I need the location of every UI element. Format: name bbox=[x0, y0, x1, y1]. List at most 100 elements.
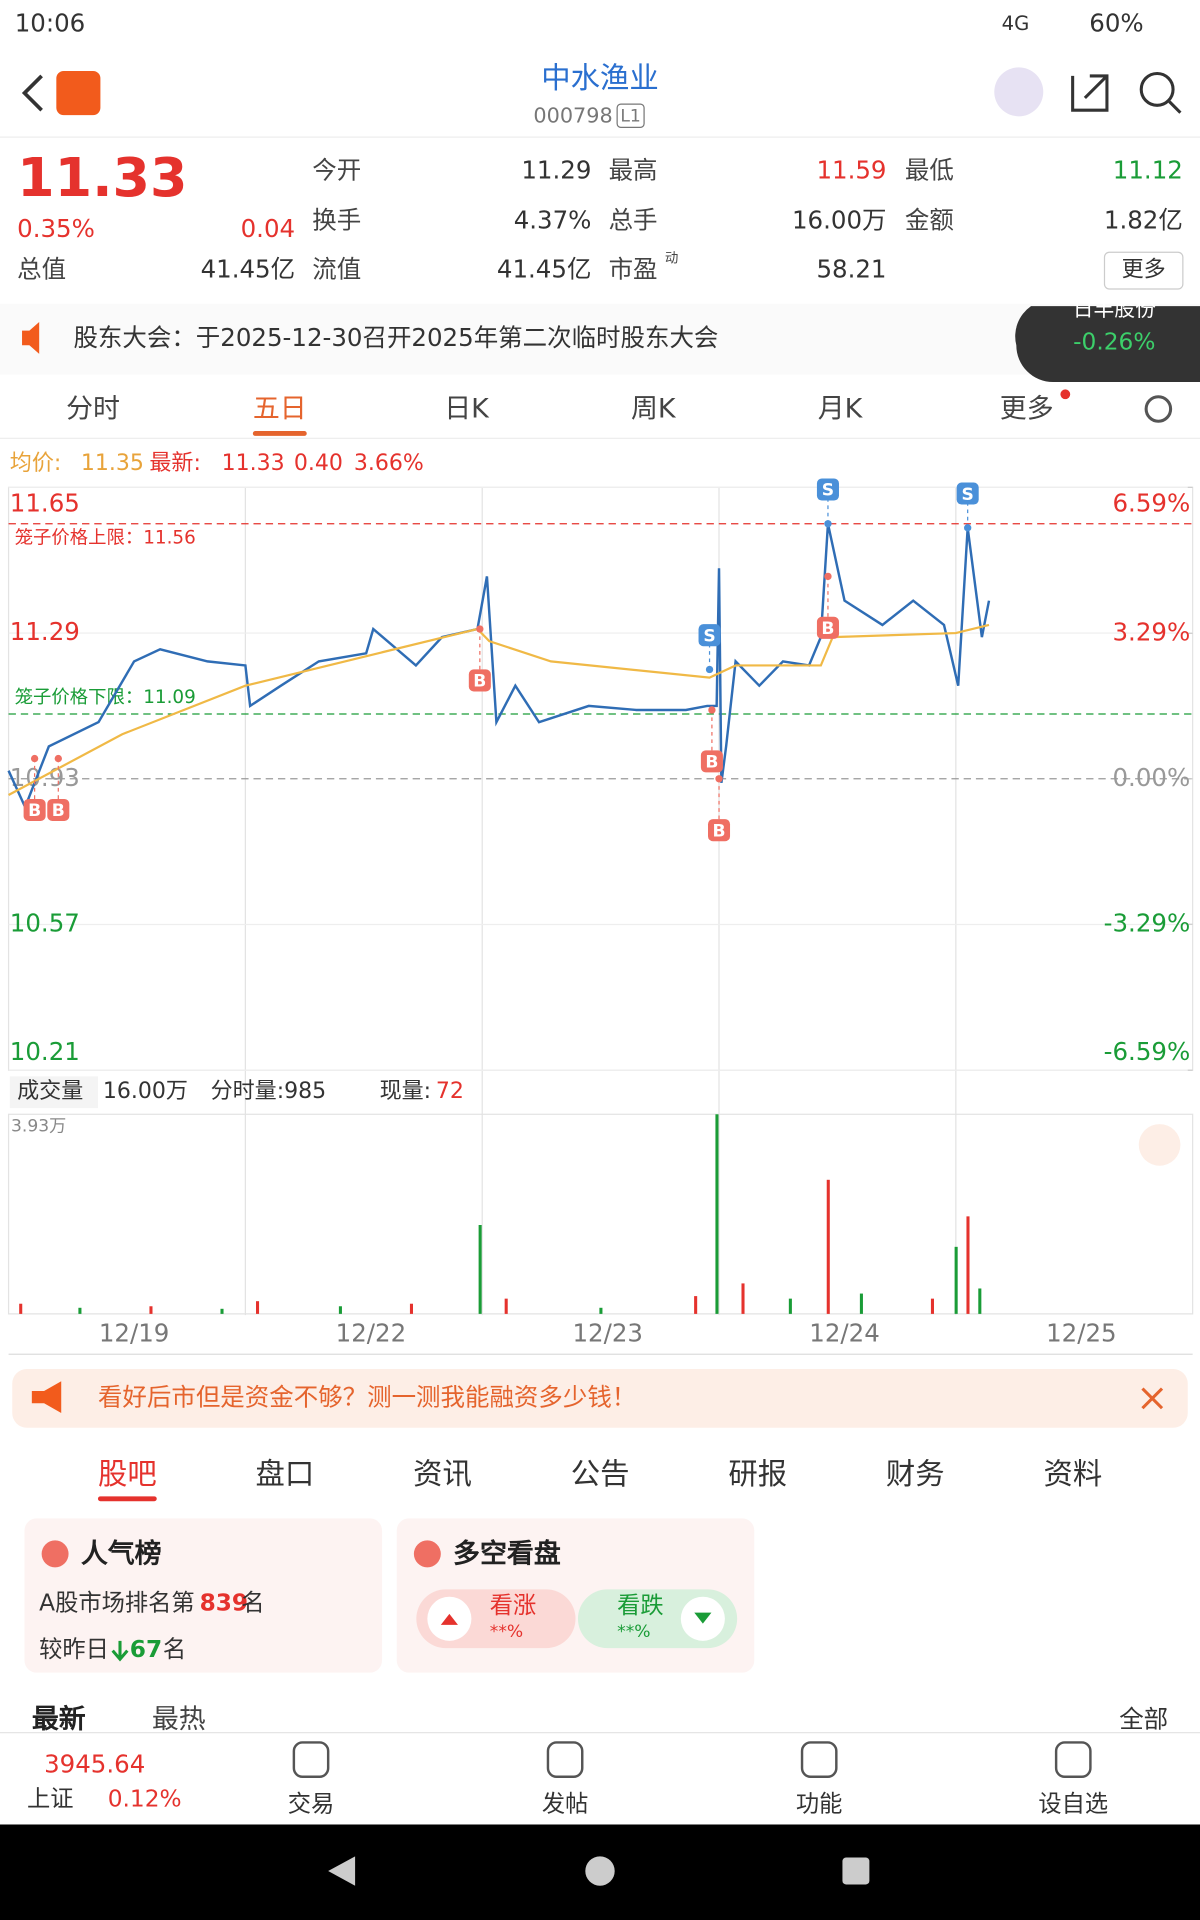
y-tick-label: 11.29 bbox=[10, 617, 80, 646]
y2-tick-label: 6.59% bbox=[1112, 488, 1190, 517]
y-tick-label: 11.65 bbox=[10, 488, 80, 517]
ad-banner[interactable] bbox=[12, 1368, 1188, 1428]
badge: L1 bbox=[620, 106, 640, 126]
section-tab: 财务 bbox=[886, 1457, 945, 1491]
section-tab: 研报 bbox=[728, 1457, 787, 1491]
now-volume: 72 bbox=[436, 1079, 464, 1104]
stock-code: 000798 bbox=[533, 103, 612, 127]
field-value: 58.21 bbox=[816, 255, 886, 284]
trade-label: S bbox=[822, 481, 834, 501]
chart-tab: 周K bbox=[631, 394, 677, 425]
volume-bar bbox=[220, 1308, 224, 1314]
ad-icon bbox=[31, 1381, 62, 1414]
trade-badge bbox=[816, 478, 839, 501]
assistant-icon[interactable] bbox=[994, 67, 1044, 117]
notice-text: 股东大会：于2025-12-30召开2025年第二次临时股东大会 bbox=[73, 323, 718, 352]
nav-icon bbox=[1054, 1741, 1092, 1778]
nav-label: 发帖 bbox=[542, 1790, 589, 1817]
volume-bar bbox=[930, 1298, 934, 1314]
filter-hottest: 最热 bbox=[152, 1704, 206, 1735]
field-value: 11.59 bbox=[816, 155, 886, 184]
trade-badge bbox=[47, 798, 70, 821]
price-line bbox=[7, 523, 991, 811]
search-icon[interactable] bbox=[1139, 71, 1175, 107]
nav-icon bbox=[800, 1741, 838, 1778]
back-icon[interactable] bbox=[21, 74, 43, 112]
recent-button[interactable] bbox=[842, 1857, 870, 1885]
percent: 0.35% bbox=[17, 214, 95, 243]
rank-text: A股市场排名第 bbox=[39, 1590, 194, 1617]
field-value: 16.00万 bbox=[792, 206, 887, 235]
trade-label: B bbox=[712, 821, 725, 841]
field-label: 金额 bbox=[905, 206, 954, 235]
trade-label: B bbox=[705, 753, 718, 773]
volume-max: 3.93万 bbox=[11, 1117, 66, 1137]
pe-tag: 动 bbox=[665, 250, 678, 266]
date-label: 12/22 bbox=[336, 1319, 407, 1348]
home-button[interactable] bbox=[585, 1856, 615, 1886]
volume-bar bbox=[966, 1216, 970, 1314]
trade-dot bbox=[824, 572, 832, 581]
bull-pct: **% bbox=[490, 1622, 523, 1642]
y2-tick-label: -3.29% bbox=[1104, 908, 1191, 937]
nav-icon bbox=[546, 1741, 584, 1778]
bear-pct: **% bbox=[617, 1622, 650, 1642]
network: 4G bbox=[1002, 12, 1030, 35]
volume-title: 成交量 bbox=[17, 1079, 83, 1104]
ad-close[interactable] bbox=[1141, 1387, 1164, 1410]
section-tab: 资讯 bbox=[413, 1457, 472, 1491]
float-stock[interactable] bbox=[1015, 306, 1200, 383]
popular-card[interactable] bbox=[24, 1518, 383, 1673]
volume-bar bbox=[256, 1301, 260, 1314]
trade-badge bbox=[700, 750, 723, 773]
section-tab: 股吧 bbox=[98, 1457, 157, 1491]
chart-tab: 更多 bbox=[1000, 394, 1054, 425]
y2-tick-label: -6.59% bbox=[1104, 1037, 1191, 1066]
limit-label: 笼子价格下限：11.09 bbox=[15, 687, 196, 708]
nav-icon bbox=[292, 1741, 330, 1778]
new-dot bbox=[1060, 389, 1071, 400]
speaker-icon bbox=[22, 322, 40, 354]
volume-bar bbox=[338, 1306, 342, 1314]
nav-label: 设自选 bbox=[1038, 1790, 1108, 1817]
volume-bar bbox=[504, 1298, 508, 1314]
date-label: 12/19 bbox=[99, 1319, 170, 1348]
chart-tab: 分时 bbox=[66, 394, 120, 425]
sentiment-icon bbox=[413, 1540, 441, 1568]
change-text: 较昨日 bbox=[39, 1636, 109, 1663]
trade-label: B bbox=[52, 801, 65, 821]
field-value: 1.82亿 bbox=[1104, 206, 1183, 235]
filter-newest: 最新 bbox=[32, 1703, 86, 1735]
float-name: 日丰股份 bbox=[1073, 297, 1156, 321]
settings-icon[interactable] bbox=[1144, 395, 1173, 423]
trade-label: B bbox=[28, 801, 41, 821]
chart-tab: 月K bbox=[818, 394, 864, 425]
index-value: 3945.64 bbox=[44, 1750, 145, 1779]
trade-label: B bbox=[473, 672, 486, 692]
clock: 10:06 bbox=[15, 8, 86, 37]
ad-text: 看好后市但是资金不够？测一测我能融资多少钱！ bbox=[98, 1382, 636, 1411]
last-price: 11.33 bbox=[17, 146, 187, 209]
share-icon[interactable] bbox=[1071, 74, 1109, 112]
trade-badge bbox=[468, 669, 491, 692]
bear-arrow bbox=[694, 1612, 712, 1624]
app-logo bbox=[56, 71, 101, 116]
info-percent: 3.66% bbox=[354, 451, 424, 476]
trade-badge bbox=[956, 482, 979, 505]
card-title: 多空看盘 bbox=[453, 1538, 561, 1570]
volume-bar bbox=[859, 1293, 863, 1314]
volume-bar bbox=[478, 1225, 482, 1314]
info-last-label: 最新: bbox=[149, 451, 201, 476]
field-value: 11.12 bbox=[1113, 155, 1183, 184]
field-value: 41.45亿 bbox=[201, 255, 296, 284]
expand-button[interactable] bbox=[1138, 1124, 1181, 1166]
more-button[interactable] bbox=[1103, 251, 1184, 290]
rank-text: 名 bbox=[241, 1590, 264, 1617]
back-button[interactable] bbox=[328, 1856, 356, 1886]
index-name: 上证 bbox=[27, 1786, 74, 1813]
volume-select[interactable] bbox=[9, 1076, 98, 1109]
trade-label: S bbox=[962, 485, 974, 505]
volume-bar bbox=[599, 1307, 603, 1314]
notice-bar[interactable] bbox=[0, 303, 1200, 375]
